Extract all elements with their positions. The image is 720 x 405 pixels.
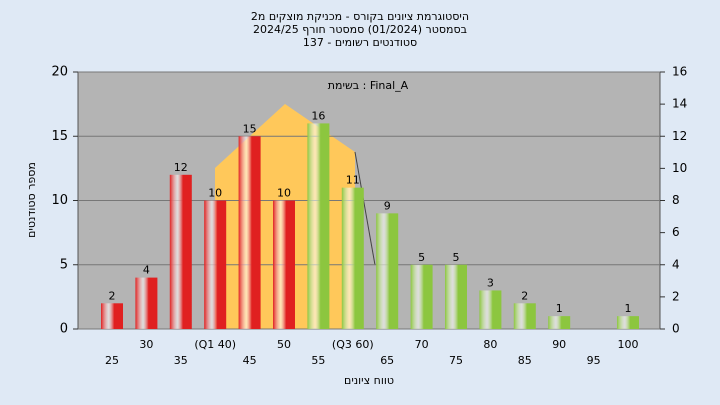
- x-tick-label: 85: [518, 354, 532, 367]
- bar: [445, 264, 467, 329]
- y2-tick-label: 14: [672, 97, 687, 111]
- chart-subtitle: סטודנטים רשומים - 137: [303, 36, 417, 49]
- bar: [307, 123, 330, 330]
- y2-tick-label: 0: [672, 322, 680, 336]
- bar: [548, 316, 571, 329]
- data-label: 1: [625, 302, 632, 315]
- data-label: 10: [208, 187, 222, 200]
- data-label: 2: [109, 289, 116, 302]
- y-tick-label: 20: [51, 65, 68, 80]
- annotation: בשימת : Final_A: [328, 79, 409, 92]
- y2-tick-label: 6: [672, 225, 680, 239]
- bar: [273, 200, 295, 329]
- y-tick-label: 0: [60, 322, 68, 337]
- bar: [101, 303, 123, 329]
- data-label: 16: [311, 109, 325, 122]
- y2-tick-label: 10: [672, 161, 687, 175]
- y2-tick-label: 16: [672, 65, 687, 79]
- x-tick-label: 55: [311, 354, 325, 367]
- bar: [238, 136, 261, 329]
- data-label: 5: [418, 251, 425, 264]
- x-tick-label: 70: [415, 338, 429, 351]
- data-label: 5: [453, 251, 460, 264]
- chart-subtitle: בסמסטר (01/2024) סמסטר חורף 2024/25: [253, 23, 467, 36]
- x-tick-label: 80: [483, 338, 497, 351]
- y2-tick-label: 2: [672, 289, 680, 303]
- x-tick-label: (Q3 60): [332, 338, 374, 351]
- x-tick-label: 50: [277, 338, 291, 351]
- bar: [617, 316, 639, 329]
- x-tick-label: 25: [105, 354, 119, 367]
- bar: [204, 200, 227, 329]
- x-axis-label: טווח ציונים: [344, 374, 394, 387]
- x-tick-label: 35: [174, 354, 188, 367]
- y2-tick-label: 12: [672, 129, 687, 143]
- bar: [169, 174, 192, 329]
- x-tick-label: 30: [139, 338, 153, 351]
- y-tick-label: 15: [51, 129, 68, 144]
- y2-tick-label: 8: [672, 193, 680, 207]
- data-label: 11: [346, 174, 360, 187]
- x-tick-label: 100: [618, 338, 639, 351]
- bar: [341, 187, 364, 329]
- bar: [479, 290, 502, 329]
- x-tick-label: 45: [243, 354, 257, 367]
- data-label: 2: [521, 289, 528, 302]
- data-label: 10: [277, 187, 291, 200]
- data-label: 12: [174, 161, 188, 174]
- x-tick-label: (Q1 40): [194, 338, 236, 351]
- chart-title: היסטוגרמת ציונים בקורס - מכניקת מוצקים מ…: [251, 10, 469, 23]
- bar: [376, 213, 399, 329]
- bar: [513, 303, 536, 329]
- y-axis-label: מספר סטודנטים: [25, 162, 38, 238]
- data-label: 9: [384, 199, 391, 212]
- bar: [410, 264, 433, 329]
- y-tick-label: 10: [51, 193, 68, 208]
- quartile-line: [354, 151, 376, 266]
- data-label: 3: [487, 276, 494, 289]
- y2-tick-label: 4: [672, 257, 680, 271]
- data-label: 1: [556, 302, 563, 315]
- data-label: 15: [243, 122, 257, 135]
- y-tick-label: 5: [60, 257, 68, 272]
- x-tick-label: 90: [552, 338, 566, 351]
- x-tick-label: 95: [587, 354, 601, 367]
- bar: [135, 277, 158, 329]
- data-label: 4: [143, 264, 150, 277]
- x-tick-label: 65: [380, 354, 394, 367]
- x-tick-label: 75: [449, 354, 463, 367]
